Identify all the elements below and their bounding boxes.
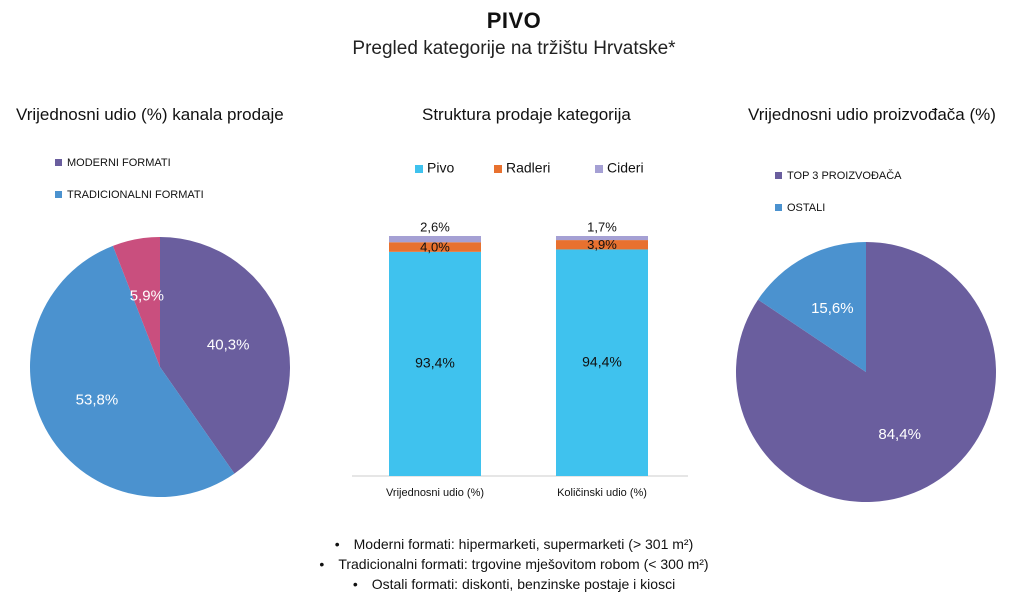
bar-segment [556, 240, 648, 250]
legend-swatch [775, 204, 782, 211]
pie-slice [112, 237, 160, 367]
data-label: 2,6% [420, 219, 450, 234]
data-label: 3,9% [587, 237, 617, 252]
legend-label: Cideri [607, 160, 644, 176]
pie-slice [758, 242, 866, 372]
data-label: 5,9% [130, 288, 164, 305]
legend-swatch [494, 165, 502, 173]
charts-canvas: MODERNI FORMATI TRADICIONALNI FORMATI 40,3… [30, 157, 996, 503]
legend-swatch [55, 159, 62, 166]
bar-segment [389, 236, 481, 243]
footnote-text: Tradicionalni formati: trgovine mješovit… [338, 556, 709, 572]
page-title: PIVO [486, 8, 542, 33]
legend-swatch [55, 191, 62, 198]
data-label: 84,4% [878, 426, 921, 443]
data-label: 93,4% [415, 355, 455, 371]
data-label: 94,4% [582, 353, 622, 369]
data-label: 53,8% [76, 392, 119, 409]
legend-swatch [775, 172, 782, 179]
footnote-text: Ostali formati: diskonti, benzinske post… [371, 576, 676, 592]
footnote-text: Moderni formati: hipermarketi, supermark… [353, 536, 694, 552]
bullet-icon: • [352, 576, 358, 592]
bar-segment [556, 236, 648, 241]
data-label: 40,3% [207, 337, 250, 354]
legend-swatch [415, 165, 423, 173]
data-label: 4,0% [420, 239, 450, 254]
legend-label: TRADICIONALNI FORMATI [67, 189, 204, 201]
legend-label: Pivo [427, 160, 454, 176]
chart1-title: Vrijednosni udio (%) kanala prodaje [16, 105, 284, 124]
x-tick-label: Vrijednosni udio (%) [386, 487, 484, 499]
data-label: 1,7% [587, 219, 617, 234]
footnote-2: • Tradicionalni formati: trgovine mješovi… [0, 554, 1028, 574]
page-subtitle: Pregled kategorije na tržištu Hrvatske* [352, 38, 676, 59]
bar-segment [389, 251, 481, 476]
chart2-title: Struktura prodaje kategorija [422, 105, 631, 124]
footnote-1: • Moderni formati: hipermarketi, supermar… [0, 534, 1028, 554]
legend-label: TOP 3 PROIZVOĐAČA [787, 169, 902, 182]
bar-segment [389, 242, 481, 252]
x-tick-label: Količinski udio (%) [557, 487, 647, 499]
bullet-icon: • [334, 536, 340, 552]
pie-slice [160, 237, 290, 474]
pie-slice [30, 245, 235, 497]
legend-swatch [595, 165, 603, 173]
bar-segment [556, 249, 648, 476]
legend-label: Radleri [506, 160, 550, 176]
data-label: 15,6% [811, 300, 854, 317]
chart3-title: Vrijednosni udio proizvođača (%) [748, 105, 996, 124]
legend-label: OSTALI [787, 202, 825, 214]
legend-label: MODERNI FORMATI [67, 157, 171, 169]
bullet-icon: • [319, 556, 325, 572]
footnotes: • Moderni formati: hipermarketi, supermar… [0, 534, 1028, 594]
footnote-3: • Ostali formati: diskonti, benzinske pos… [0, 574, 1028, 594]
